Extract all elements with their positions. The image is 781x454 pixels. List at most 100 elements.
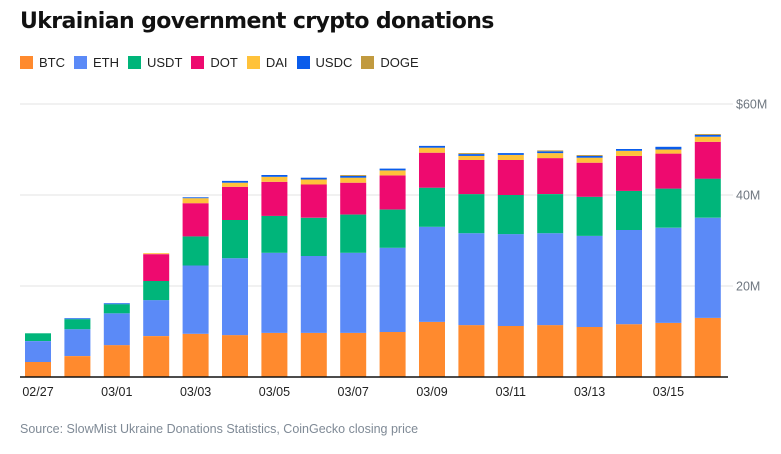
- bar-stack-03-04: [222, 180, 248, 377]
- bar-stack-03-05: [261, 175, 288, 377]
- x-tick-label: 03/15: [653, 385, 684, 399]
- bar-segment-usdt: [694, 178, 721, 218]
- bar-segment-dot: [497, 160, 524, 195]
- bar-segment-dai: [379, 170, 406, 176]
- legend-item-eth: ETH: [74, 55, 119, 70]
- x-tick-label: 03/09: [416, 385, 447, 399]
- bar-segment-eth: [537, 233, 564, 326]
- bar-segment-dot: [261, 181, 288, 216]
- x-tick-label: 03/03: [180, 385, 211, 399]
- bar-segment-usdt: [182, 236, 209, 266]
- legend-swatch-eth: [74, 56, 87, 69]
- bar-segment-usdc: [616, 149, 642, 151]
- bar-segment-usdc: [458, 154, 485, 156]
- bar-stack-03-10: [458, 153, 485, 377]
- legend-label-dai: DAI: [265, 55, 288, 70]
- bar-segment-eth: [143, 300, 170, 336]
- bar-stack-03-06: [300, 177, 327, 377]
- bar-segment-eth: [419, 226, 445, 322]
- legend-label-doge: DOGE: [380, 55, 419, 70]
- bar-segment-usdc: [537, 151, 564, 154]
- bar-stack-03-07: [340, 175, 367, 377]
- y-tick-label: 20M: [736, 280, 760, 294]
- legend-label-eth: ETH: [93, 55, 119, 70]
- y-tick-label: $60M: [736, 98, 767, 112]
- bar-segment-usdt: [25, 333, 51, 341]
- bar-segment-eth: [616, 230, 642, 325]
- bar-segment-dai: [222, 182, 248, 187]
- bar-segment-dot: [340, 182, 367, 215]
- bar-segment-usdt: [103, 304, 130, 314]
- bar-segment-usdc: [222, 180, 248, 183]
- bar-segment-eth: [222, 258, 248, 336]
- bar-segment-usdt: [222, 220, 248, 259]
- bar-segment-doge: [694, 134, 721, 135]
- legend-swatch-btc: [20, 56, 33, 69]
- bar-segment-usdc: [64, 318, 91, 320]
- bar-segment-usdt: [300, 217, 327, 256]
- legend-item-dai: DAI: [246, 55, 288, 70]
- bar-stack-03-15: [655, 146, 682, 377]
- bar-segment-btc: [143, 336, 170, 377]
- bar-segment-usdc: [261, 175, 288, 177]
- legend: BTC ETH USDT DOT DAI USDC DOGE: [20, 55, 428, 70]
- legend-item-doge: DOGE: [361, 55, 419, 70]
- legend-swatch-usdt: [128, 56, 141, 69]
- bar-segment-btc: [300, 332, 327, 377]
- gridlines: [20, 103, 733, 287]
- bar-stack-03-16: [694, 134, 721, 377]
- bar-segment-usdc: [497, 153, 524, 155]
- bar-segment-eth: [25, 341, 51, 362]
- bar-segment-usdt: [537, 194, 564, 234]
- x-tick-label: 02/27: [22, 385, 53, 399]
- bar-segment-usdc: [655, 146, 682, 150]
- legend-swatch-usdc: [296, 56, 310, 69]
- legend-item-dot: DOT: [191, 55, 238, 70]
- bar-segment-usdt: [458, 194, 485, 234]
- bar-segment-eth: [694, 217, 721, 318]
- bar-segment-doge: [576, 155, 603, 156]
- bar-segment-usdt: [261, 215, 288, 253]
- bar-segment-usdc: [340, 175, 367, 178]
- bar-stack-02-27: [25, 333, 51, 377]
- bars: [25, 134, 721, 377]
- bar-segment-btc: [25, 362, 51, 377]
- bar-stack-03-01: [103, 303, 130, 377]
- bar-stack-03-12: [537, 150, 564, 377]
- bar-segment-usdc: [379, 168, 406, 171]
- source-note: Source: SlowMist Ukraine Donations Stati…: [20, 422, 419, 436]
- bar-segment-usdc: [576, 155, 603, 158]
- legend-item-btc: BTC: [20, 55, 65, 70]
- bar-segment-dai: [576, 157, 603, 163]
- bar-segment-btc: [103, 345, 130, 377]
- bar-segment-usdc: [182, 197, 209, 199]
- x-tick-label: 03/01: [101, 385, 132, 399]
- bar-segment-eth: [340, 252, 367, 333]
- bar-segment-btc: [497, 326, 524, 377]
- bar-segment-btc: [655, 322, 682, 377]
- bar-segment-eth: [64, 329, 91, 356]
- bar-segment-btc: [222, 335, 248, 377]
- bar-segment-dai: [616, 150, 642, 156]
- bar-segment-doge: [537, 150, 564, 152]
- bar-stack-03-11: [497, 153, 524, 377]
- bar-segment-usdt: [64, 319, 91, 330]
- bar-segment-doge: [458, 153, 485, 154]
- bar-segment-btc: [694, 317, 721, 377]
- x-tick-label: 03/11: [496, 385, 526, 399]
- bar-segment-usdt: [379, 209, 406, 248]
- legend-label-dot: DOT: [210, 55, 238, 70]
- bar-segment-btc: [616, 324, 642, 377]
- bar-segment-dot: [655, 153, 682, 189]
- bar-stack-03-08: [379, 168, 406, 377]
- bar-segment-eth: [379, 247, 406, 332]
- bar-segment-dot: [182, 203, 209, 237]
- x-tick-label: 03/07: [338, 385, 369, 399]
- bar-segment-usdt: [340, 214, 367, 253]
- bar-stack-03-09: [419, 145, 445, 377]
- bar-segment-usdt: [497, 195, 524, 235]
- bar-segment-eth: [300, 256, 327, 333]
- bar-segment-dai: [261, 176, 288, 182]
- bar-segment-usdc: [103, 303, 130, 305]
- legend-swatch-dai: [246, 56, 260, 69]
